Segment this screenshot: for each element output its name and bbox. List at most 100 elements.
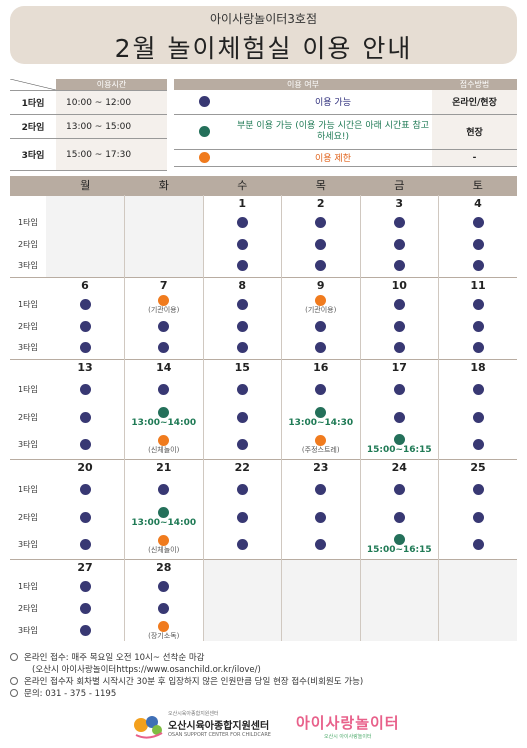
restriction-note: (기관이용) <box>148 305 180 314</box>
available-dot-icon <box>236 238 248 250</box>
available-dot-icon <box>393 216 405 228</box>
slot-cell <box>281 575 361 597</box>
slot-cell <box>203 211 282 233</box>
available-dot-icon <box>393 411 405 423</box>
slot-cell <box>46 403 125 431</box>
slot-cell <box>124 575 204 597</box>
available-dot-icon <box>393 320 405 332</box>
slot-cell <box>360 255 439 277</box>
week-date-row: 6 7 8 9 10 11 <box>10 276 517 293</box>
partial-time: 13:00~14:00 <box>131 417 197 428</box>
date-number: 17 <box>360 358 439 375</box>
slot-cell: (신체놀이) <box>124 531 204 559</box>
slot-cell: 15:00~16:15 <box>360 431 439 459</box>
slot-row: 1타임 (기관이용) (기관이용) <box>10 293 517 315</box>
slot-cell <box>203 403 282 431</box>
available-dot-icon <box>158 483 170 495</box>
restricted-dot-icon <box>158 535 170 547</box>
partial-dot-icon <box>198 126 210 137</box>
day-header: 수 <box>203 176 282 195</box>
slot-cell <box>124 375 204 403</box>
restriction-note: (기관이용) <box>305 305 337 314</box>
title-banner: 아이사랑놀이터3호점 2월 놀이체험실 이용 안내 <box>10 6 517 64</box>
available-dot-icon <box>236 216 248 228</box>
available-dot-icon <box>79 602 91 614</box>
date-number: 25 <box>438 458 517 475</box>
slot-row: 1타임 <box>10 375 517 403</box>
slot-cell <box>439 233 518 255</box>
date-number <box>124 194 204 211</box>
slot-cell: (주정스트레) <box>281 431 361 459</box>
date-number: 20 <box>46 458 125 475</box>
day-header: 금 <box>360 176 439 195</box>
slot-label: 3타임 <box>18 343 38 353</box>
slot-cell <box>203 431 282 459</box>
available-dot-icon <box>472 238 484 250</box>
footer: 오산시육아종합지원센터 오산시육아종합지원센터 OSAN SUPPORT CEN… <box>0 708 527 742</box>
slot-time: 10:00 ~ 12:00 <box>56 90 167 115</box>
date-number: 4 <box>438 194 517 211</box>
slot-cell: 13:00~14:30 <box>281 403 361 431</box>
slot-row: 3타임 (신체놀이) 15:00~16:15 <box>10 531 517 559</box>
available-dot-icon <box>472 320 484 332</box>
partial-time: 15:00~16:15 <box>366 445 432 456</box>
date-number <box>438 558 517 575</box>
slot-cell <box>46 211 125 233</box>
slot-cell <box>124 337 204 359</box>
date-number <box>203 558 282 575</box>
date-number: 2 <box>281 194 361 211</box>
available-dot-icon <box>79 539 91 551</box>
note-item: (오산시 아이사랑놀이터https://www.osanchild.or.kr/… <box>32 665 261 675</box>
slot-label: 2타임 <box>18 412 38 422</box>
legend-method: 현장 <box>432 114 517 150</box>
slot-cell <box>124 315 204 337</box>
slot-cell <box>360 315 439 337</box>
available-dot-icon <box>472 260 484 272</box>
available-dot-icon <box>158 342 170 354</box>
available-dot-icon <box>393 238 405 250</box>
date-number: 6 <box>46 276 125 293</box>
restricted-dot-icon <box>158 294 170 306</box>
slot-cell: 13:00~14:00 <box>124 403 204 431</box>
available-dot-icon <box>393 298 405 310</box>
available-dot-icon <box>315 342 327 354</box>
slot-time: 15:00 ~ 17:30 <box>56 138 167 171</box>
restriction-note: (주정스트레) <box>301 446 340 455</box>
slot-row: 2타임 13:00~14:00 13:00~14:30 <box>10 403 517 431</box>
slot-cell <box>439 315 518 337</box>
legend-partial: 부분 이용 가능 (이용 가능 시간은 아래 시간표 참고하세요!) <box>234 114 432 150</box>
restricted-dot-icon <box>315 294 327 306</box>
center-logo-icon <box>134 716 163 739</box>
slot-cell <box>203 233 282 255</box>
available-dot-icon <box>236 342 248 354</box>
available-dot-icon <box>79 411 91 423</box>
date-number: 22 <box>203 458 282 475</box>
circle-bullet-icon <box>10 653 18 661</box>
notes-section: 온라인 접수: 매주 목요일 오전 10시~ 선착순 마감 (오산시 아이사랑놀… <box>10 652 517 700</box>
slot-cell <box>439 293 518 315</box>
slot-cell: (기관이용) <box>281 293 361 315</box>
slot-label: 1타임 <box>18 299 38 309</box>
slot-label: 1타임 <box>18 217 38 227</box>
slot-cell <box>360 403 439 431</box>
available-dot-icon <box>158 320 170 332</box>
slot-cell <box>281 337 361 359</box>
date-number: 3 <box>360 194 439 211</box>
week-date-row: 13 14 15 16 17 18 <box>10 358 517 375</box>
date-number: 28 <box>124 558 204 575</box>
slot-cell <box>203 337 282 359</box>
slot-row: 1타임 <box>10 575 517 597</box>
slot-cell <box>281 255 361 277</box>
slot-cell <box>360 619 439 641</box>
slot-cell <box>46 597 125 619</box>
available-dot-icon <box>472 511 484 523</box>
slot-cell <box>46 293 125 315</box>
slot-cell <box>46 337 125 359</box>
usage-legend-table: 이용 여부 접수방법 이용 가능 온라인/현장 부분 이용 가능 (이용 가능 … <box>174 79 517 167</box>
available-dot-icon <box>472 411 484 423</box>
slot-cell <box>360 233 439 255</box>
slot-cell <box>203 475 282 503</box>
date-number: 24 <box>360 458 439 475</box>
available-dot-icon <box>236 411 248 423</box>
slot-cell <box>439 403 518 431</box>
